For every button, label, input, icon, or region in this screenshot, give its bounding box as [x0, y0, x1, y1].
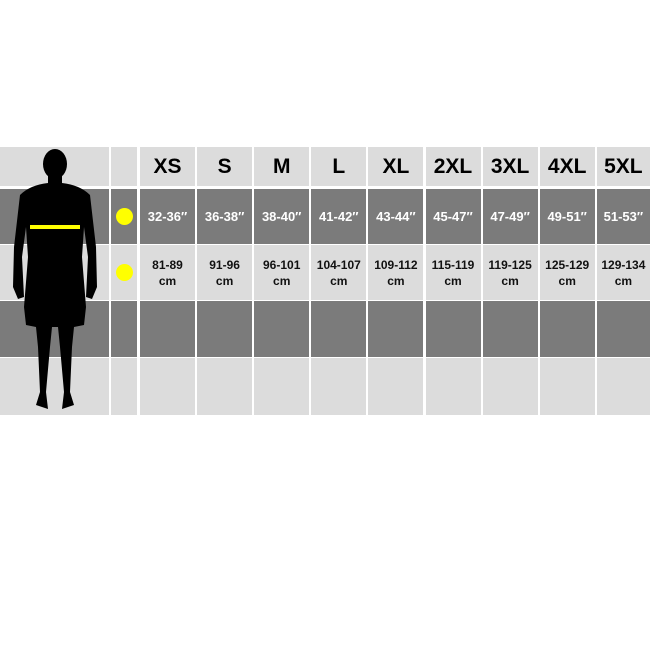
chest-inches-cell: 51-53″ — [596, 189, 650, 244]
empty-cell — [425, 301, 481, 357]
yellow-dot-icon — [115, 264, 133, 281]
empty-cell — [254, 301, 310, 357]
chest-cm-cell: 129-134 cm — [596, 245, 650, 300]
empty-cell — [596, 301, 650, 357]
cm-unit: cm — [501, 273, 519, 288]
chest-cm-cell: 104-107 cm — [311, 245, 367, 300]
cm-value: 125-129 — [545, 257, 590, 272]
yellow-dot-icon — [115, 208, 133, 225]
size-header: M — [254, 147, 310, 186]
chest-cm-cell: 91-96 cm — [197, 245, 253, 300]
cm-value: 109-112 — [374, 257, 418, 272]
chest-cm-cell: 115-119 cm — [425, 245, 481, 300]
empty-cell — [368, 301, 424, 357]
size-header: 3XL — [482, 147, 538, 186]
chest-inches-cell: 47-49″ — [482, 189, 538, 244]
cm-value: 91-96 — [209, 257, 240, 272]
empty-cell — [140, 301, 195, 357]
chest-measure-line — [30, 225, 80, 229]
cm-unit: cm — [444, 273, 462, 288]
empty-cell — [311, 358, 367, 415]
chest-cm-cell: 109-112 cm — [368, 245, 424, 300]
empty-cell — [539, 301, 595, 357]
cm-unit: cm — [330, 273, 348, 288]
cm-value: 81-89 — [152, 257, 183, 272]
chest-inches-cell: 38-40″ — [254, 189, 310, 244]
cm-unit: cm — [215, 273, 234, 288]
empty-cell — [596, 358, 650, 415]
size-header: 4XL — [539, 147, 595, 186]
chest-inches-cell: 43-44″ — [368, 189, 424, 244]
size-header: XL — [368, 147, 424, 186]
chest-inches-cell: 45-47″ — [425, 189, 481, 244]
chest-inches-cell: 41-42″ — [311, 189, 367, 244]
cm-value: 129-134 — [601, 257, 646, 272]
marker-cell — [111, 189, 137, 244]
cm-unit: cm — [387, 273, 405, 288]
cm-unit: cm — [158, 273, 177, 288]
chest-cm-cell: 96-101 cm — [254, 245, 310, 300]
marker-cell — [111, 301, 137, 357]
chest-inches-cell: 49-51″ — [539, 189, 595, 244]
chest-cm-cell: 125-129 cm — [539, 245, 595, 300]
cm-unit: cm — [614, 273, 633, 288]
chest-inches-cell: 36-38″ — [197, 189, 253, 244]
empty-cell — [311, 301, 367, 357]
cm-value: 96-101 — [263, 257, 301, 272]
empty-cell — [539, 358, 595, 415]
cm-unit: cm — [558, 273, 576, 288]
empty-cell — [197, 301, 253, 357]
empty-cell — [368, 358, 424, 415]
male-silhouette-icon — [13, 149, 97, 409]
empty-cell — [482, 358, 538, 415]
empty-cell — [254, 358, 310, 415]
chest-cm-cell: 81-89 cm — [140, 245, 195, 300]
chest-inches-cell: 32-36″ — [140, 189, 195, 244]
empty-cell — [425, 358, 481, 415]
cm-unit: cm — [273, 273, 291, 288]
cm-value: 119-125 — [488, 257, 532, 272]
cm-value: 115-119 — [431, 257, 475, 272]
cm-value: 104-107 — [316, 257, 361, 272]
size-header: XS — [140, 147, 195, 186]
size-header: 5XL — [596, 147, 650, 186]
marker-cell — [111, 358, 137, 415]
figure-cell — [0, 358, 109, 415]
empty-cell — [197, 358, 253, 415]
size-header: 2XL — [425, 147, 481, 186]
marker-cell — [111, 147, 137, 186]
empty-cell — [482, 301, 538, 357]
size-header: S — [197, 147, 253, 186]
empty-cell — [140, 358, 195, 415]
chest-cm-cell: 119-125 cm — [482, 245, 538, 300]
marker-cell — [111, 245, 137, 300]
size-header: L — [311, 147, 367, 186]
